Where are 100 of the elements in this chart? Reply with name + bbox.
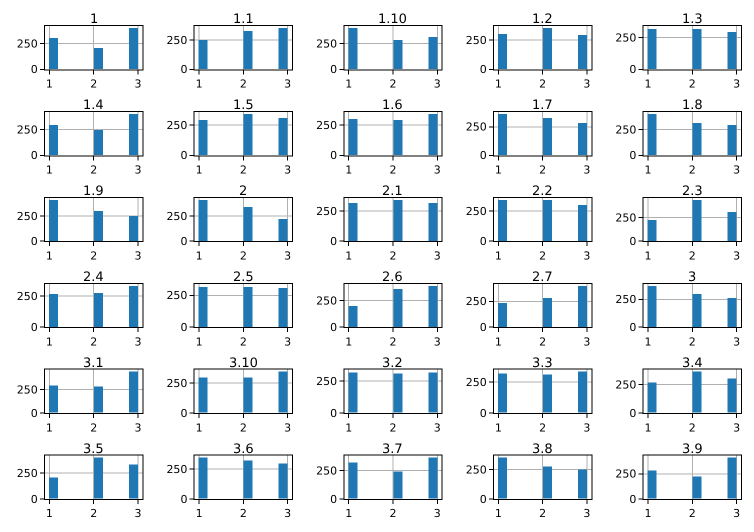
y-tick-label: 250 bbox=[466, 464, 487, 477]
chart-title: 1.7 bbox=[532, 98, 553, 113]
y-tick-label: 0 bbox=[180, 492, 188, 506]
y-tick-label: 0 bbox=[30, 149, 38, 162]
x-tick-label: 1 bbox=[345, 78, 352, 91]
y-tick-label: 250 bbox=[316, 37, 338, 50]
y-tick-label: 0 bbox=[180, 235, 188, 248]
x-tick-label: 1 bbox=[644, 335, 652, 348]
y-tick-label: 0 bbox=[480, 63, 487, 76]
x-tick-label: 1 bbox=[196, 421, 203, 434]
x-tick-label: 3 bbox=[284, 78, 292, 91]
y-tick-label: 250 bbox=[316, 204, 338, 218]
chart-title: 2.2 bbox=[532, 184, 553, 199]
chart-title: 3.9 bbox=[682, 442, 703, 457]
x-tick-label: 1 bbox=[46, 335, 53, 348]
chart-title: 2.7 bbox=[532, 270, 553, 285]
y-tick-label: 0 bbox=[330, 63, 338, 76]
x-tick-label: 1 bbox=[196, 78, 203, 91]
y-tick-label: 250 bbox=[615, 293, 636, 306]
x-tick-label: 3 bbox=[284, 335, 292, 348]
x-tick-label: 1 bbox=[345, 507, 352, 520]
y-tick-label: 0 bbox=[629, 320, 636, 334]
chart-title: 1.8 bbox=[682, 98, 703, 113]
y-tick-label: 250 bbox=[166, 34, 188, 47]
y-tick-label: 0 bbox=[480, 235, 487, 248]
x-tick-label: 3 bbox=[733, 163, 740, 176]
chart-title: 3 bbox=[688, 270, 696, 285]
y-tick-label: 0 bbox=[330, 492, 338, 506]
x-tick-label: 1 bbox=[345, 335, 352, 348]
chart-title: 3.2 bbox=[382, 356, 403, 371]
chart-title: 1.5 bbox=[233, 98, 254, 113]
x-tick-label: 3 bbox=[134, 249, 142, 262]
y-tick-label: 0 bbox=[330, 320, 338, 334]
x-tick-label: 3 bbox=[583, 335, 590, 348]
x-tick-label: 1 bbox=[644, 163, 652, 176]
x-tick-label: 1 bbox=[345, 249, 352, 262]
x-tick-label: 2 bbox=[390, 163, 396, 176]
x-tick-label: 1 bbox=[46, 163, 53, 176]
x-tick-label: 3 bbox=[583, 507, 590, 520]
x-tick-label: 2 bbox=[688, 78, 696, 91]
chart-title: 1.2 bbox=[532, 12, 553, 27]
x-tick-label: 2 bbox=[390, 507, 396, 520]
y-tick-label: 250 bbox=[316, 464, 338, 478]
x-tick-label: 1 bbox=[644, 507, 652, 520]
x-tick-label: 2 bbox=[688, 507, 696, 520]
y-tick-label: 250 bbox=[166, 210, 188, 223]
x-tick-label: 1 bbox=[196, 163, 203, 176]
chart-title: 2.5 bbox=[233, 270, 254, 285]
x-tick-label: 1 bbox=[494, 335, 502, 348]
chart-title: 2.6 bbox=[382, 270, 403, 285]
y-tick-label: 250 bbox=[16, 123, 38, 136]
x-tick-label: 2 bbox=[390, 335, 396, 348]
x-tick-label: 3 bbox=[134, 163, 142, 176]
x-tick-label: 3 bbox=[434, 507, 441, 520]
y-tick-label: 250 bbox=[466, 295, 487, 308]
chart-title: 2.1 bbox=[382, 184, 403, 199]
x-tick-label: 1 bbox=[46, 507, 53, 520]
y-tick-label: 0 bbox=[30, 406, 38, 420]
x-tick-label: 2 bbox=[90, 421, 98, 434]
x-tick-label: 2 bbox=[539, 335, 546, 348]
x-tick-label: 2 bbox=[240, 335, 247, 348]
y-tick-label: 0 bbox=[629, 406, 636, 420]
x-tick-label: 2 bbox=[539, 249, 546, 262]
x-tick-label: 3 bbox=[284, 163, 292, 176]
x-tick-label: 3 bbox=[134, 78, 142, 91]
y-tick-label: 250 bbox=[16, 210, 38, 223]
x-tick-label: 3 bbox=[583, 163, 590, 176]
x-tick-label: 2 bbox=[240, 163, 247, 176]
x-tick-label: 2 bbox=[240, 421, 247, 434]
y-tick-label: 0 bbox=[629, 63, 636, 76]
x-tick-label: 2 bbox=[688, 249, 696, 262]
y-tick-label: 0 bbox=[330, 406, 338, 420]
x-tick-label: 2 bbox=[390, 78, 396, 91]
x-tick-label: 3 bbox=[434, 249, 441, 262]
chart-title: 1.1 bbox=[233, 12, 254, 27]
x-tick-label: 1 bbox=[345, 421, 352, 434]
x-tick-label: 2 bbox=[539, 163, 546, 176]
x-tick-label: 3 bbox=[583, 421, 590, 434]
x-tick-label: 1 bbox=[494, 163, 502, 176]
y-tick-label: 250 bbox=[615, 468, 636, 481]
x-tick-label: 2 bbox=[539, 421, 546, 434]
x-tick-label: 2 bbox=[90, 78, 98, 91]
y-tick-label: 250 bbox=[466, 34, 487, 47]
x-tick-label: 3 bbox=[434, 78, 441, 91]
chart-title: 3.7 bbox=[382, 442, 403, 457]
chart-title: 3.8 bbox=[532, 442, 553, 457]
x-tick-label: 1 bbox=[345, 163, 352, 176]
chart-title: 2.3 bbox=[682, 184, 703, 199]
x-tick-label: 3 bbox=[134, 421, 142, 434]
y-tick-label: 0 bbox=[180, 406, 188, 420]
x-tick-label: 2 bbox=[90, 249, 98, 262]
y-tick-label: 250 bbox=[316, 119, 338, 132]
chart-title: 3.6 bbox=[233, 442, 254, 457]
x-tick-label: 3 bbox=[284, 249, 292, 262]
x-tick-label: 3 bbox=[583, 78, 590, 91]
x-tick-label: 1 bbox=[46, 78, 53, 91]
y-tick-label: 0 bbox=[480, 320, 487, 334]
y-tick-label: 250 bbox=[466, 376, 487, 389]
x-tick-label: 2 bbox=[688, 421, 696, 434]
x-tick-label: 2 bbox=[390, 421, 396, 434]
